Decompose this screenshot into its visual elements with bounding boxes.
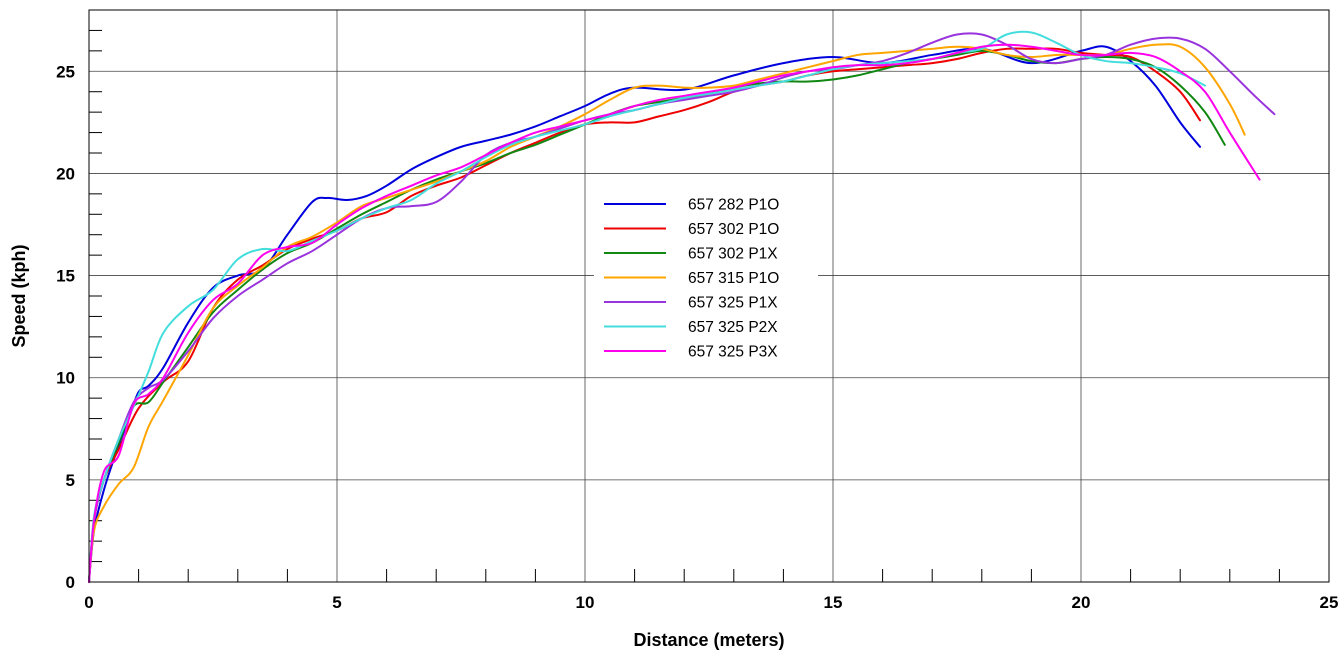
- legend-label: 657 302 P1O: [688, 221, 779, 238]
- x-axis-title: Distance (meters): [633, 630, 784, 650]
- y-tick-label: 20: [56, 164, 75, 183]
- minor-ticks: [89, 29, 1280, 582]
- series-layer: [88, 30, 1276, 583]
- x-tick-label: 5: [332, 593, 341, 612]
- series-line-2: [88, 47, 1202, 583]
- legend: 657 282 P1O 657 302 P1O 657 302 P1X 657 315…: [594, 190, 818, 370]
- y-tick-label: 0: [66, 573, 75, 592]
- y-tick-label: 25: [56, 62, 75, 81]
- plot-frame: [88, 9, 1330, 583]
- series-line-4: [88, 43, 1246, 583]
- legend-label: 657 325 P1X: [688, 295, 778, 312]
- grid-lines: [89, 10, 1329, 582]
- legend-label: 657 315 P1O: [688, 270, 779, 287]
- series-line-6: [88, 30, 1206, 583]
- x-tick-label: 20: [1072, 593, 1091, 612]
- legend-label: 657 302 P1X: [688, 246, 778, 263]
- x-tick-labels: 0 5 10 15 20 25: [84, 593, 1338, 612]
- x-tick-label: 25: [1320, 593, 1339, 612]
- y-tick-labels: 0 5 10 15 20 25: [56, 62, 75, 592]
- x-tick-label: 15: [824, 593, 843, 612]
- legend-label: 657 325 P3X: [688, 344, 778, 361]
- legend-box: [594, 190, 818, 370]
- y-axis-title: Speed (kph): [9, 244, 29, 347]
- legend-label: 657 282 P1O: [688, 197, 779, 214]
- x-tick-label: 10: [576, 593, 595, 612]
- x-tick-label: 0: [84, 593, 93, 612]
- y-tick-label: 5: [66, 471, 75, 490]
- legend-label: 657 325 P2X: [688, 319, 778, 336]
- series-line-7: [88, 43, 1261, 583]
- y-tick-label: 10: [56, 369, 75, 388]
- y-tick-label: 15: [56, 267, 75, 286]
